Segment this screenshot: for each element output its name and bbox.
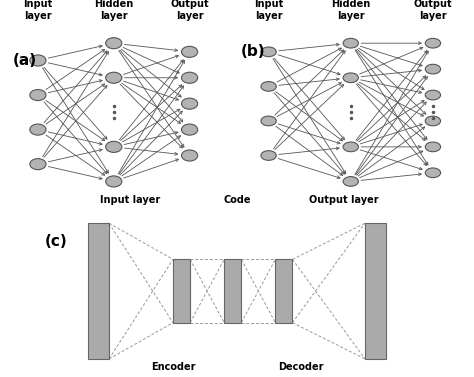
Bar bbox=[275, 259, 292, 323]
Circle shape bbox=[425, 90, 441, 100]
Text: Input
layer: Input layer bbox=[254, 0, 283, 21]
Bar bbox=[88, 223, 109, 359]
Circle shape bbox=[425, 142, 441, 152]
Text: Hidden
layer: Hidden layer bbox=[94, 0, 133, 21]
Circle shape bbox=[106, 72, 122, 83]
Text: Encoder: Encoder bbox=[151, 362, 195, 372]
Circle shape bbox=[30, 159, 46, 170]
Bar bbox=[173, 259, 190, 323]
Text: Output
layer: Output layer bbox=[170, 0, 209, 21]
Circle shape bbox=[182, 98, 198, 109]
Text: Code: Code bbox=[223, 195, 251, 205]
Circle shape bbox=[343, 142, 358, 152]
Circle shape bbox=[343, 38, 358, 48]
Circle shape bbox=[343, 176, 358, 186]
Circle shape bbox=[30, 124, 46, 135]
Circle shape bbox=[30, 89, 46, 101]
Circle shape bbox=[425, 38, 441, 48]
Circle shape bbox=[425, 64, 441, 74]
Circle shape bbox=[182, 124, 198, 135]
Circle shape bbox=[106, 176, 122, 187]
Circle shape bbox=[182, 46, 198, 57]
Circle shape bbox=[261, 116, 276, 126]
Circle shape bbox=[425, 168, 441, 178]
Text: Hidden
layer: Hidden layer bbox=[331, 0, 370, 21]
Circle shape bbox=[261, 47, 276, 57]
Circle shape bbox=[30, 55, 46, 66]
Circle shape bbox=[106, 38, 122, 49]
Circle shape bbox=[182, 150, 198, 161]
Bar bbox=[365, 223, 386, 359]
Circle shape bbox=[261, 81, 276, 91]
Circle shape bbox=[343, 73, 358, 83]
Text: (b): (b) bbox=[241, 44, 266, 59]
Bar bbox=[224, 259, 241, 323]
Circle shape bbox=[261, 151, 276, 160]
Text: Input layer: Input layer bbox=[100, 195, 161, 205]
Circle shape bbox=[425, 116, 441, 126]
Circle shape bbox=[182, 72, 198, 83]
Text: (c): (c) bbox=[45, 234, 68, 249]
Circle shape bbox=[106, 141, 122, 152]
Text: Output layer: Output layer bbox=[309, 195, 378, 205]
Text: Decoder: Decoder bbox=[278, 362, 324, 372]
Text: Output
layer: Output layer bbox=[414, 0, 452, 21]
Text: (a): (a) bbox=[13, 53, 37, 68]
Text: Input
layer: Input layer bbox=[23, 0, 53, 21]
